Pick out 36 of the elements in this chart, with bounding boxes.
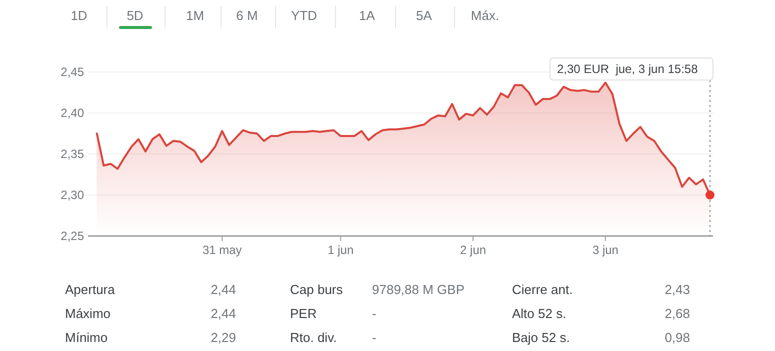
text: 1M <box>186 8 204 23</box>
text: Cierre ant. <box>512 282 573 297</box>
text: Alto 52 s. <box>512 306 566 321</box>
text: Cap burs <box>290 282 344 297</box>
text: 1A <box>359 8 376 23</box>
text: 9789,88 M GBP <box>372 282 464 297</box>
text: Mínimo <box>65 330 108 345</box>
y-tick-label: 2,30 <box>60 188 84 202</box>
text: 5A <box>416 8 432 23</box>
text: Rto. div. <box>290 330 337 345</box>
text: Apertura <box>65 282 116 297</box>
text: 6 M <box>236 8 258 23</box>
text: 0,98 <box>664 330 690 345</box>
y-tick-label: 2,35 <box>60 147 84 161</box>
text: 2,43 <box>664 282 690 297</box>
text: Máx. <box>470 8 500 23</box>
text: 2,29 <box>210 330 236 345</box>
x-tick-label: 2 jun <box>460 243 486 257</box>
text: - <box>372 330 376 345</box>
text: 2,44 <box>210 306 236 321</box>
text: 5D <box>126 8 144 23</box>
text: YTD <box>291 8 317 23</box>
text: - <box>372 306 376 321</box>
text: 1D <box>70 8 88 23</box>
y-tick-label: 2,45 <box>60 65 84 79</box>
x-tick-label: 1 jun <box>328 243 354 257</box>
x-tick-label: 3 jun <box>592 243 618 257</box>
text: PER <box>290 306 317 321</box>
y-tick-label: 2,25 <box>60 229 84 243</box>
y-tick-label: 2,40 <box>60 106 84 120</box>
x-tick-label: 31 may <box>202 243 242 257</box>
text: 2,44 <box>210 282 236 297</box>
text: 2,68 <box>664 306 690 321</box>
annotation: 2,30 EUR jue, 3 jun 15:58 <box>557 62 698 76</box>
text: Bajo 52 s. <box>512 330 570 345</box>
text: Máximo <box>65 306 111 321</box>
